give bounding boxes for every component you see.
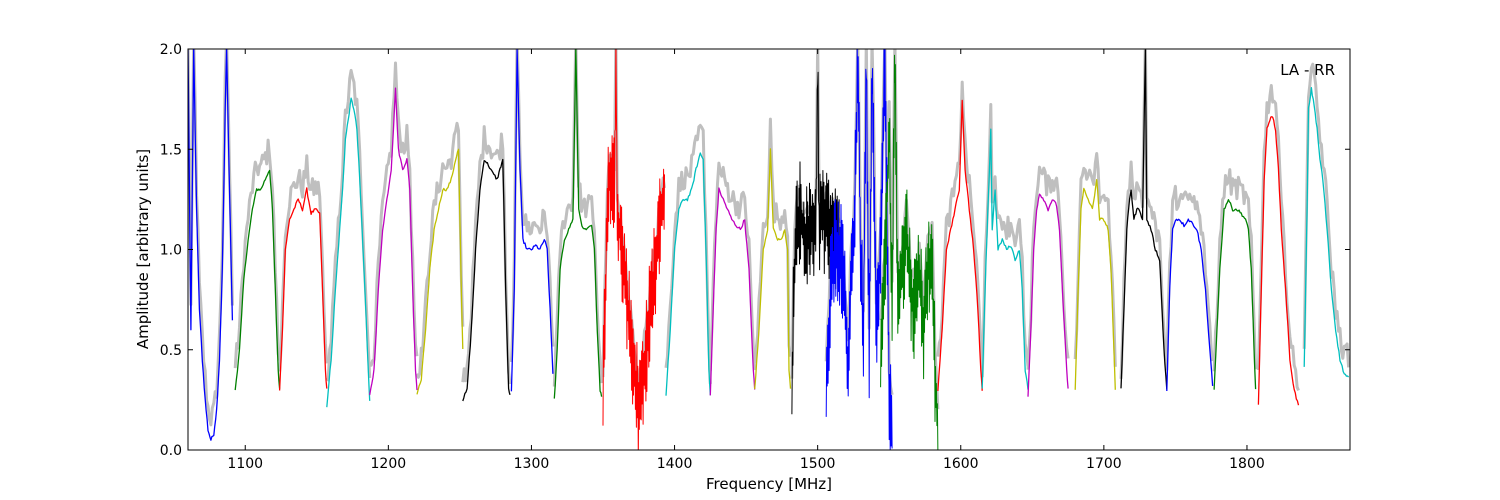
series-line-8	[510, 49, 554, 392]
background-envelope-7	[461, 125, 512, 385]
series-line-22	[1166, 218, 1214, 392]
series-line-10	[602, 49, 665, 450]
x-axis-label: Frequency [MHz]	[706, 475, 832, 493]
series-line-16	[880, 54, 939, 450]
background-envelope-6	[415, 121, 465, 379]
series-line-1	[188, 49, 234, 441]
x-tick-label: 1700	[1086, 456, 1122, 472]
series-line-5	[369, 87, 418, 396]
y-tick-label: 0.0	[160, 443, 182, 459]
series-line-4	[326, 97, 371, 408]
series-line-2	[234, 169, 281, 391]
series-line-18	[981, 128, 1029, 390]
x-tick-label: 1600	[943, 456, 979, 472]
y-tick-label: 1.0	[160, 243, 182, 259]
series-line-20	[1074, 178, 1116, 390]
background-envelope-13	[753, 117, 792, 363]
y-tick-label: 2.0	[160, 42, 182, 58]
background-envelope-12	[708, 161, 757, 371]
series-line-21	[1120, 49, 1168, 390]
background-envelope-24	[1256, 84, 1300, 391]
chart-annotation: LA - RR	[1280, 61, 1335, 79]
series-line-23	[1213, 199, 1257, 390]
series-line-13	[754, 148, 792, 390]
y-axis-label: Amplitude [arbitrary units]	[134, 149, 152, 349]
x-tick-label: 1500	[800, 456, 836, 472]
series-line-12	[709, 187, 756, 396]
background-envelope-19	[1026, 165, 1070, 370]
x-tick-label: 1800	[1229, 456, 1265, 472]
y-tick-label: 0.5	[160, 343, 182, 359]
x-tick-label: 1400	[657, 456, 693, 472]
x-tick-label: 1100	[227, 456, 263, 472]
x-tick-label: 1300	[514, 456, 550, 472]
x-tick-label: 1200	[371, 456, 407, 472]
background-envelope-5	[369, 61, 419, 367]
series-line-6	[416, 148, 464, 395]
series-line-17	[937, 99, 983, 392]
series-line-19	[1027, 193, 1069, 397]
y-tick-label: 1.5	[160, 142, 182, 158]
ticks-layer: 1100 1200 1300 1400 1500 1600 1700 1800 0.0 0.5 1.…	[160, 42, 1350, 472]
series-layer	[188, 49, 1350, 450]
series-line-7	[462, 158, 511, 402]
background-envelope-2	[233, 138, 282, 369]
background-envelope-25	[1302, 62, 1350, 368]
series-line-9	[553, 49, 603, 399]
series-line-3	[278, 187, 328, 391]
series-line-25	[1303, 87, 1350, 378]
background-envelope-23	[1212, 168, 1258, 372]
series-line-15	[825, 49, 893, 450]
background-envelope-3	[278, 154, 329, 372]
background-envelope-22	[1165, 184, 1215, 371]
series-line-24	[1257, 116, 1300, 406]
background-envelope-20	[1073, 152, 1117, 367]
series-line-11	[665, 152, 711, 396]
